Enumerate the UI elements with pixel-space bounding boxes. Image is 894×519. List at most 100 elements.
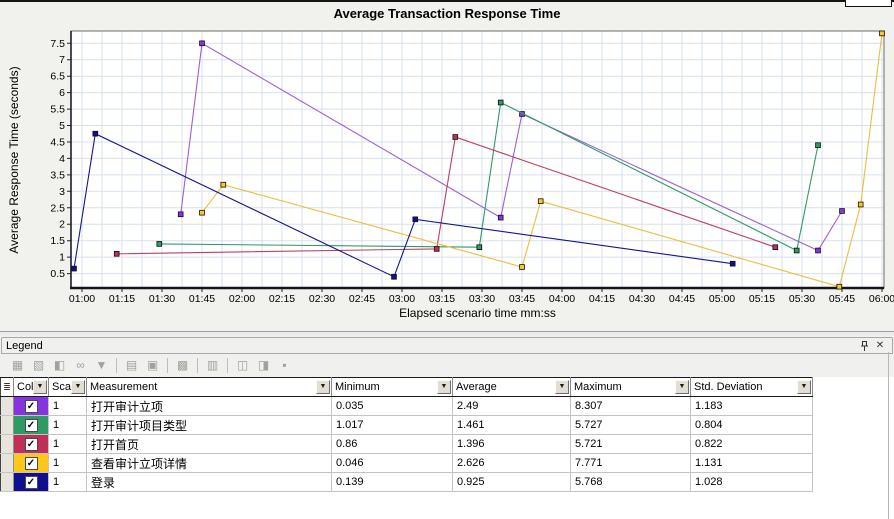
series-line-打开审计立项: [180, 42, 843, 252]
sort-measurements-button[interactable]: ▤: [122, 357, 141, 374]
minimum-cell: 1.017: [331, 415, 453, 435]
data-point-marker: [433, 246, 440, 252]
x-tick-label: 05:15: [749, 293, 775, 305]
row-selector-header: ≣: [0, 377, 14, 397]
data-point-marker: [836, 283, 843, 290]
row-selector-cell[interactable]: [0, 453, 14, 473]
x-tick-label: 02:15: [269, 293, 295, 305]
maximum-cell: 7.771: [570, 453, 691, 473]
dropdown-arrow-icon: ▼: [800, 383, 808, 390]
close-icon: ✕: [875, 339, 885, 351]
pane-top-border: [0, 0, 894, 2]
data-point-marker: [879, 30, 885, 37]
minimum-cell: 0.046: [331, 453, 453, 473]
header-maximum-filter-button[interactable]: ▼: [675, 380, 689, 394]
maximum-cell: 5.768: [570, 472, 691, 492]
x-tick-label: 01:30: [149, 293, 175, 305]
header-average: Average ▼: [452, 377, 571, 397]
hide-all-measurements-button[interactable]: ▧: [29, 357, 48, 374]
scale-cell[interactable]: 1: [48, 434, 87, 454]
x-tick-label: 03:00: [389, 293, 415, 305]
x-tick-label: 05:45: [829, 293, 855, 305]
header-average-filter-button[interactable]: ▼: [555, 380, 569, 394]
response-time-chart-canvas: 01:00 01:15 01:30 01:45 02:00 02:15 02:30 02:45…: [50, 30, 894, 305]
average-cell: 1.461: [452, 415, 571, 435]
minimum-cell: 0.035: [331, 396, 453, 416]
measurement-cell: 打开审计立项: [86, 396, 332, 416]
std-deviation-cell: 1.131: [690, 453, 813, 473]
legend-row: ✓ 1 打开审计项目类型 1.017 1.461 5.727 0.804: [0, 415, 813, 435]
data-point-marker: [815, 247, 821, 254]
filter-measurements-icon: ▼: [95, 358, 108, 372]
filter-measurements-button[interactable]: ▼: [92, 357, 111, 374]
header-measurement-filter-button[interactable]: ▼: [316, 380, 330, 394]
column-options-button[interactable]: ▥: [203, 357, 222, 374]
checkmark-icon: ✓: [26, 438, 36, 450]
legend-grid: ≣ Col ▼ Sca ▼ Measurement ▼ Minimum ▼ Average ▼ Max…: [0, 377, 894, 519]
close-legend-button[interactable]: ✕: [872, 339, 888, 352]
show-all-measurements-button[interactable]: ▦: [8, 357, 27, 374]
header-scale-filter-button[interactable]: ▼: [71, 380, 85, 394]
scale-cell[interactable]: 1: [48, 472, 87, 492]
legend-row: ✓ 1 打开首页 0.86 1.396 5.721 0.822: [0, 434, 813, 454]
x-tick-label: 01:00: [69, 293, 95, 305]
row-selector-cell[interactable]: [0, 472, 14, 492]
data-point-marker: [497, 214, 504, 221]
data-point-marker: [92, 130, 99, 137]
data-point-marker: [199, 209, 205, 216]
y-tick-label: 1.5: [50, 235, 65, 247]
scale-cell[interactable]: 1: [48, 396, 87, 416]
y-tick-label: 5: [59, 120, 65, 132]
y-tick-label: 6.5: [50, 71, 65, 83]
header-color-filter-button[interactable]: ▼: [33, 380, 47, 394]
column-options-icon: ▥: [206, 358, 219, 372]
row-selector-cell[interactable]: [0, 434, 14, 454]
legend-row: ✓ 1 打开审计立项 0.035 2.49 8.307 1.183: [0, 396, 813, 416]
visibility-checkbox[interactable]: ✓: [24, 456, 38, 470]
break-down-measurement-button[interactable]: ◫: [233, 357, 252, 374]
average-cell: 2.49: [452, 396, 571, 416]
legend-titlebar: Legend ✕: [1, 337, 893, 354]
row-selector-cell[interactable]: [0, 415, 14, 435]
show-selected-measurements-button[interactable]: ◧: [50, 357, 69, 374]
merge-measurements-button[interactable]: ◨: [254, 357, 273, 374]
scale-cell[interactable]: 1: [48, 415, 87, 435]
scale-cell[interactable]: 1: [48, 453, 87, 473]
header-minimum: Minimum ▼: [331, 377, 453, 397]
y-tick-label: 2.5: [50, 202, 65, 214]
sort-measurements-icon: ▤: [125, 358, 138, 372]
data-point-marker: [537, 198, 544, 205]
header-color-label: Col: [17, 381, 34, 393]
header-minimum-filter-button[interactable]: ▼: [437, 380, 451, 394]
toolbar-separator: [116, 358, 117, 373]
color-swatch-cell: ✓: [13, 415, 49, 435]
pane-splitter[interactable]: [0, 331, 894, 336]
auto-hide-pin-button[interactable]: [856, 339, 872, 352]
copy-measurement-icon: ▣: [146, 358, 159, 372]
save-legend-button[interactable]: ▪: [275, 357, 294, 374]
data-point-marker: [729, 260, 736, 267]
checkmark-icon: ✓: [26, 476, 36, 488]
view-measurement-description-button[interactable]: ∞: [71, 357, 90, 374]
visibility-checkbox[interactable]: ✓: [24, 437, 38, 451]
color-swatch-cell: ✓: [13, 434, 49, 454]
visibility-checkbox[interactable]: ✓: [24, 475, 38, 489]
copy-measurement-button[interactable]: ▣: [143, 357, 162, 374]
x-tick-label: 05:30: [789, 293, 815, 305]
dropdown-arrow-icon: ▼: [678, 383, 686, 390]
data-point-marker: [412, 216, 419, 223]
save-legend-icon: ▪: [282, 358, 287, 372]
color-swatch-cell: ✓: [13, 396, 49, 416]
measurement-cell: 查看审计立项详情: [86, 453, 332, 473]
data-point-marker: [815, 142, 821, 149]
visibility-checkbox[interactable]: ✓: [24, 418, 38, 432]
legend-row: ✓ 1 查看审计立项详情 0.046 2.626 7.771 1.131: [0, 453, 813, 473]
std-deviation-cell: 1.183: [690, 396, 813, 416]
std-deviation-cell: 0.804: [690, 415, 813, 435]
header-std-deviation-filter-button[interactable]: ▼: [797, 380, 811, 394]
row-selector-cell[interactable]: [0, 396, 14, 416]
configure-measurements-button[interactable]: ▩: [173, 357, 192, 374]
header-scale-label: Sca: [52, 381, 71, 393]
visibility-checkbox[interactable]: ✓: [24, 399, 38, 413]
